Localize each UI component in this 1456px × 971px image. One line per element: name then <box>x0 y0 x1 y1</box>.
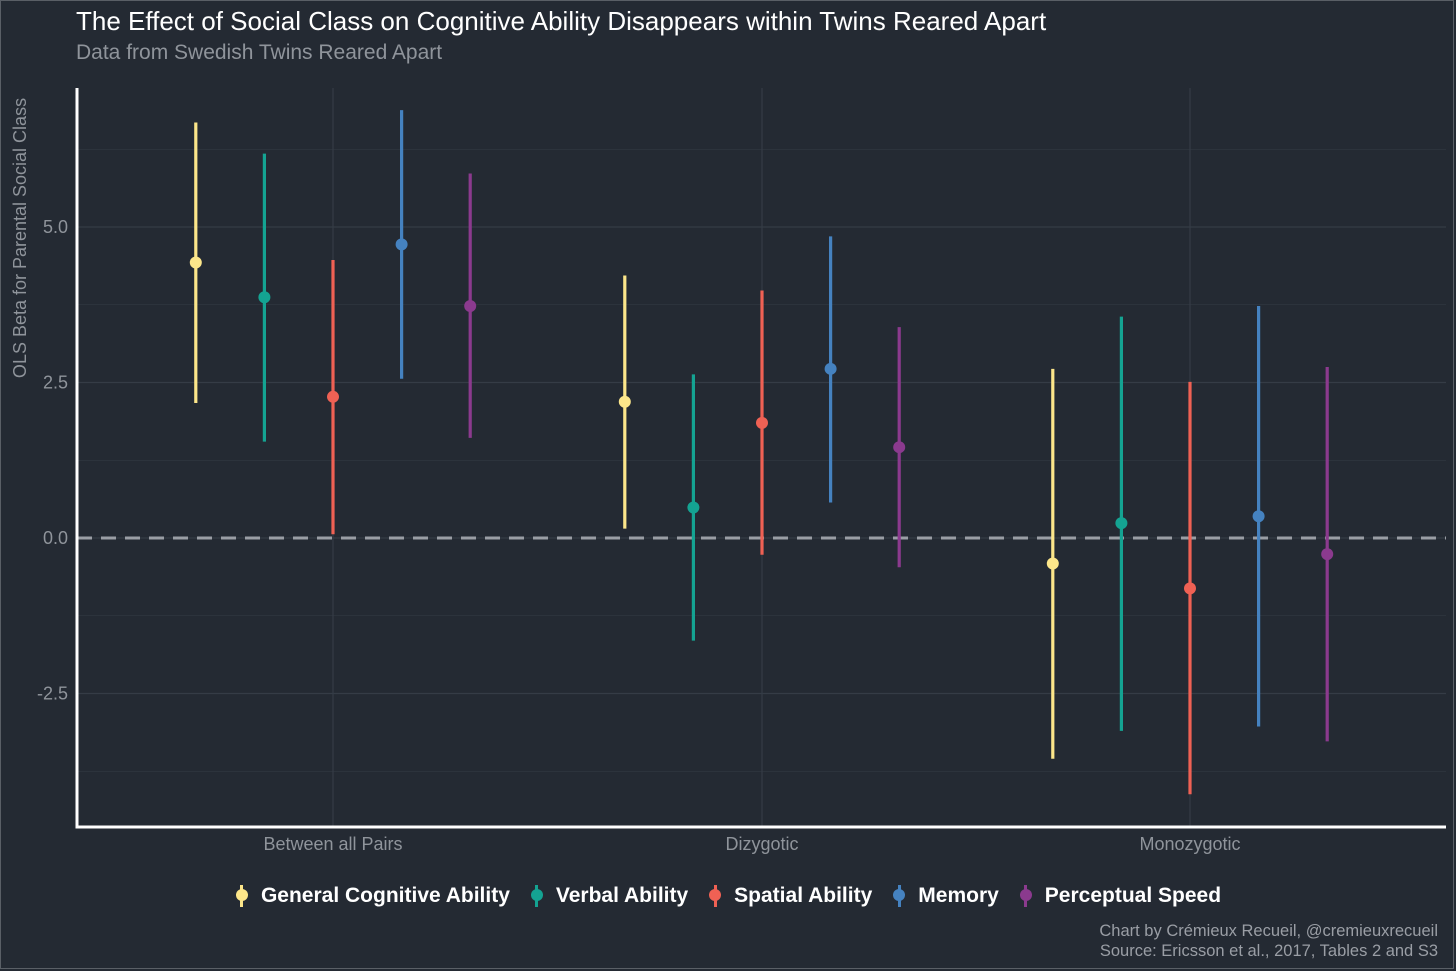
data-point <box>464 299 477 312</box>
data-point <box>756 416 768 429</box>
legend-label: Memory <box>918 884 999 907</box>
data-point <box>618 395 631 408</box>
legend-label: Spatial Ability <box>734 884 873 907</box>
data-point <box>1252 510 1265 523</box>
legend: General Cognitive Ability Verbal Ability S… <box>0 880 1456 912</box>
y-tick-label: 2.5 <box>43 373 68 393</box>
data-point <box>327 390 339 403</box>
legend-label: General Cognitive Ability <box>260 884 510 907</box>
x-tick-label: Dizygotic <box>725 834 798 854</box>
axis-layer: -2.5 0.0 2.5 5.0 Between all Pairs Dizygotic M… <box>37 88 1446 854</box>
legend-item: Perceptual Speed <box>1019 883 1221 909</box>
legend-key <box>708 883 722 909</box>
data-point <box>1115 517 1128 530</box>
caption-credit: Chart by Crémieux Recueil, @cremieuxrecu… <box>1099 922 1438 940</box>
legend-label: Perceptual Speed <box>1044 884 1222 907</box>
legend-item: General Cognitive Ability <box>235 883 510 909</box>
legend-key <box>1019 883 1033 909</box>
legend-item: Memory <box>892 883 999 909</box>
data-point <box>687 501 700 514</box>
data-point <box>1321 548 1334 561</box>
y-tick-label: 5.0 <box>43 217 68 237</box>
data-point <box>824 362 837 375</box>
caption-source: Source: Ericsson et al., 2017, Tables 2 … <box>1099 942 1438 960</box>
y-tick-label: -2.5 <box>37 684 68 704</box>
chart-subtitle: Data from Swedish Twins Reared Apart <box>76 41 443 64</box>
legend-item: Verbal Ability <box>530 883 688 909</box>
x-tick-label: Monozygotic <box>1139 834 1240 854</box>
chart-title: The Effect of Social Class on Cognitive … <box>76 6 1047 36</box>
caption: Chart by Crémieux Recueil, @cremieuxrecu… <box>1099 921 1438 961</box>
legend-key <box>235 883 249 909</box>
marks-layer <box>189 110 1334 795</box>
data-point <box>189 256 202 269</box>
x-tick-label: Between all Pairs <box>263 834 402 854</box>
data-point <box>893 441 906 454</box>
data-point <box>1046 557 1059 570</box>
y-axis-title: OLS Beta for Parental Social Class <box>10 98 30 378</box>
data-point <box>395 238 408 251</box>
legend-key <box>530 883 544 909</box>
legend-key <box>892 883 906 909</box>
data-point <box>258 291 271 304</box>
legend-item: Spatial Ability <box>708 883 872 909</box>
legend-label: Verbal Ability <box>555 884 689 907</box>
y-tick-label: 0.0 <box>43 528 68 548</box>
data-point <box>1184 582 1196 595</box>
